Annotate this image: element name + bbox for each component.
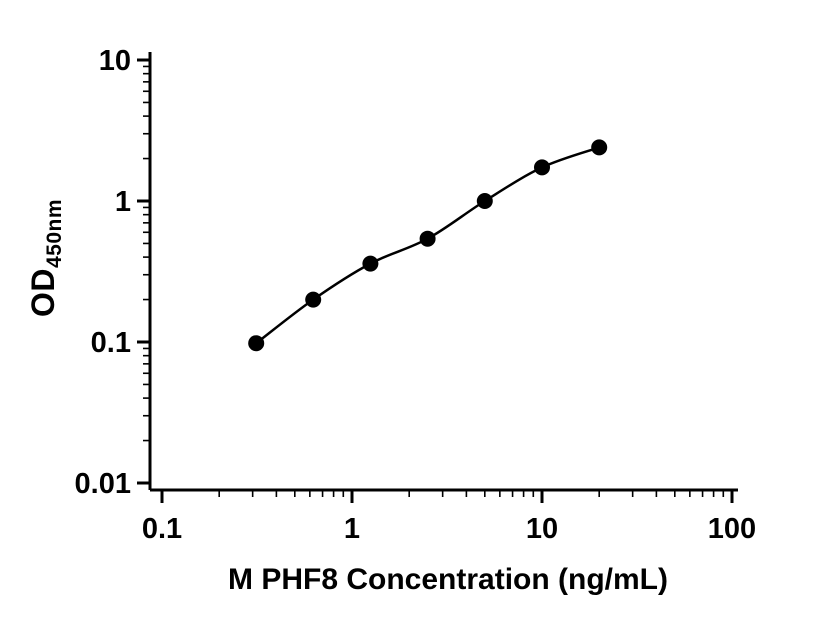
data-point: [534, 159, 550, 176]
y-tick-label: 0.1: [91, 327, 131, 359]
x-axis-label: M PHF8 Concentration (ng/mL): [228, 563, 668, 596]
y-tick-label: 1: [115, 186, 131, 218]
x-tick-label: 1: [344, 513, 360, 545]
y-tick-label: 10: [99, 45, 131, 77]
data-point: [591, 139, 608, 156]
x-tick-label: 10: [526, 513, 558, 545]
y-tick-label: 0.01: [75, 468, 131, 500]
data-point: [476, 193, 493, 209]
x-tick-label: 100: [708, 513, 756, 545]
y-axis-label: OD450nm: [25, 199, 67, 317]
x-tick-label: 0.1: [142, 513, 182, 545]
data-point: [248, 335, 265, 352]
data-point: [362, 255, 379, 272]
y-axis-label-subscript: 450nm: [43, 198, 66, 269]
data-point: [419, 230, 436, 247]
data-point: [305, 291, 322, 308]
y-axis-label-main: OD: [25, 268, 61, 318]
